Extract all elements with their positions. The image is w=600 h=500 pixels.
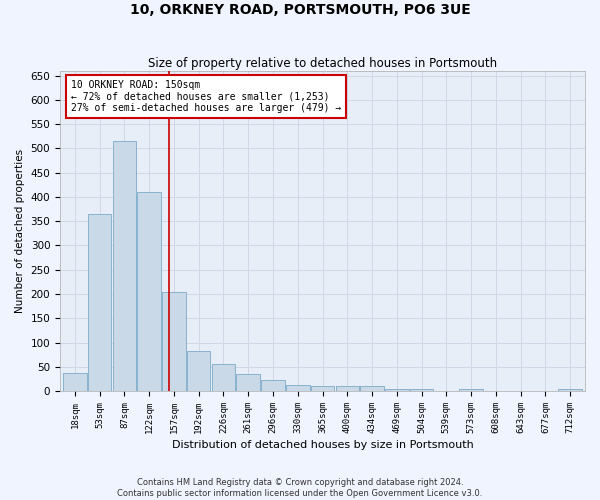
Title: Size of property relative to detached houses in Portsmouth: Size of property relative to detached ho… bbox=[148, 56, 497, 70]
Y-axis label: Number of detached properties: Number of detached properties bbox=[15, 149, 25, 313]
Bar bbox=[360, 386, 384, 391]
Bar bbox=[460, 388, 483, 391]
Bar bbox=[410, 388, 433, 391]
Text: 10 ORKNEY ROAD: 150sqm
← 72% of detached houses are smaller (1,253)
27% of semi-: 10 ORKNEY ROAD: 150sqm ← 72% of detached… bbox=[71, 80, 341, 114]
Bar bbox=[286, 385, 310, 391]
Bar bbox=[559, 388, 582, 391]
Bar bbox=[261, 380, 285, 391]
X-axis label: Distribution of detached houses by size in Portsmouth: Distribution of detached houses by size … bbox=[172, 440, 473, 450]
Bar bbox=[335, 386, 359, 391]
Bar bbox=[385, 388, 409, 391]
Bar bbox=[212, 364, 235, 391]
Bar bbox=[311, 386, 334, 391]
Bar bbox=[88, 214, 112, 391]
Bar bbox=[113, 141, 136, 391]
Bar bbox=[162, 292, 185, 391]
Bar bbox=[63, 373, 86, 391]
Text: Contains HM Land Registry data © Crown copyright and database right 2024.
Contai: Contains HM Land Registry data © Crown c… bbox=[118, 478, 482, 498]
Bar bbox=[236, 374, 260, 391]
Bar bbox=[137, 192, 161, 391]
Bar bbox=[187, 351, 211, 391]
Text: 10, ORKNEY ROAD, PORTSMOUTH, PO6 3UE: 10, ORKNEY ROAD, PORTSMOUTH, PO6 3UE bbox=[130, 2, 470, 16]
